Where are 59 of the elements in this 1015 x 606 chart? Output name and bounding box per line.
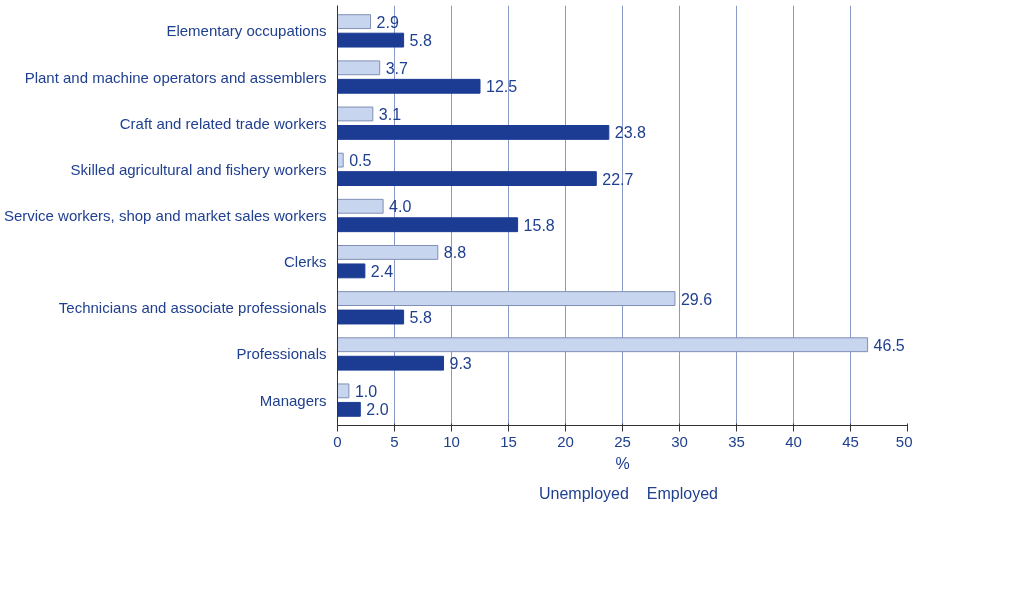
x-tick-label: 5	[390, 432, 399, 450]
data-label: 4.0	[389, 198, 412, 216]
x-tick-label: 10	[443, 432, 460, 450]
bar	[337, 309, 405, 325]
y-tick-label: Managers	[259, 391, 327, 409]
bar	[337, 263, 366, 279]
y-tick-label: Clerks	[284, 253, 327, 271]
data-label: 22.7	[602, 170, 634, 188]
bar	[337, 125, 610, 140]
y-tick-label: Elementary occupations	[166, 22, 327, 40]
bar	[337, 291, 676, 306]
x-tick-label: 15	[500, 432, 517, 450]
data-label: 1.0	[354, 382, 378, 400]
text: Unemployed	[539, 485, 629, 503]
data-label: 9.3	[449, 355, 472, 373]
data-label: 2.4	[370, 262, 394, 280]
bar	[337, 171, 597, 186]
bar	[337, 217, 519, 233]
x-tick-label: 0	[333, 432, 342, 450]
x-tick-label: 50	[895, 432, 913, 450]
y-tick-label: Skilled agricultural and fishery workers	[70, 160, 327, 178]
bar	[337, 337, 869, 353]
y-tick-label: Technicians and associate professionals	[58, 299, 327, 317]
y-tick-label: Plant and machine operators and assemblers	[24, 68, 327, 86]
data-label: 29.6	[680, 290, 713, 308]
bar	[337, 14, 372, 30]
y-tick-label: Service workers, shop and market sales workers	[3, 207, 327, 224]
data-label: 12.5	[486, 78, 518, 96]
x-axis-title: %	[615, 454, 630, 472]
bar	[337, 32, 405, 48]
bar	[337, 152, 344, 168]
data-label: 2.0	[366, 401, 389, 419]
data-label: 0.5	[349, 152, 372, 170]
bar	[337, 106, 374, 122]
data-label: 46.5	[873, 336, 905, 354]
y-tick-label: Craft and related trade workers	[119, 114, 327, 132]
x-tick-label: 20	[557, 432, 574, 450]
bar	[337, 198, 384, 214]
bar	[337, 245, 439, 260]
data-label: 15.8	[523, 216, 555, 234]
x-tick-label: 40	[785, 432, 802, 450]
bar	[337, 401, 361, 417]
bar	[337, 383, 350, 399]
data-label: 5.8	[409, 32, 432, 50]
x-tick-label: 25	[614, 432, 631, 450]
data-label: 8.8	[443, 244, 467, 262]
data-label: 2.9	[376, 13, 399, 31]
data-label: 5.8	[409, 309, 432, 327]
text: Employed	[646, 485, 718, 503]
bar	[337, 78, 481, 94]
x-tick-label: 45	[842, 432, 859, 450]
x-tick-label: 35	[728, 432, 745, 450]
y-tick-label: Professionals	[236, 345, 327, 363]
data-label: 3.1	[378, 105, 402, 123]
x-tick-label: 30	[671, 432, 688, 450]
data-label: 3.7	[385, 59, 409, 77]
bar	[337, 355, 445, 371]
bar	[337, 60, 381, 76]
data-label: 23.8	[614, 124, 647, 142]
